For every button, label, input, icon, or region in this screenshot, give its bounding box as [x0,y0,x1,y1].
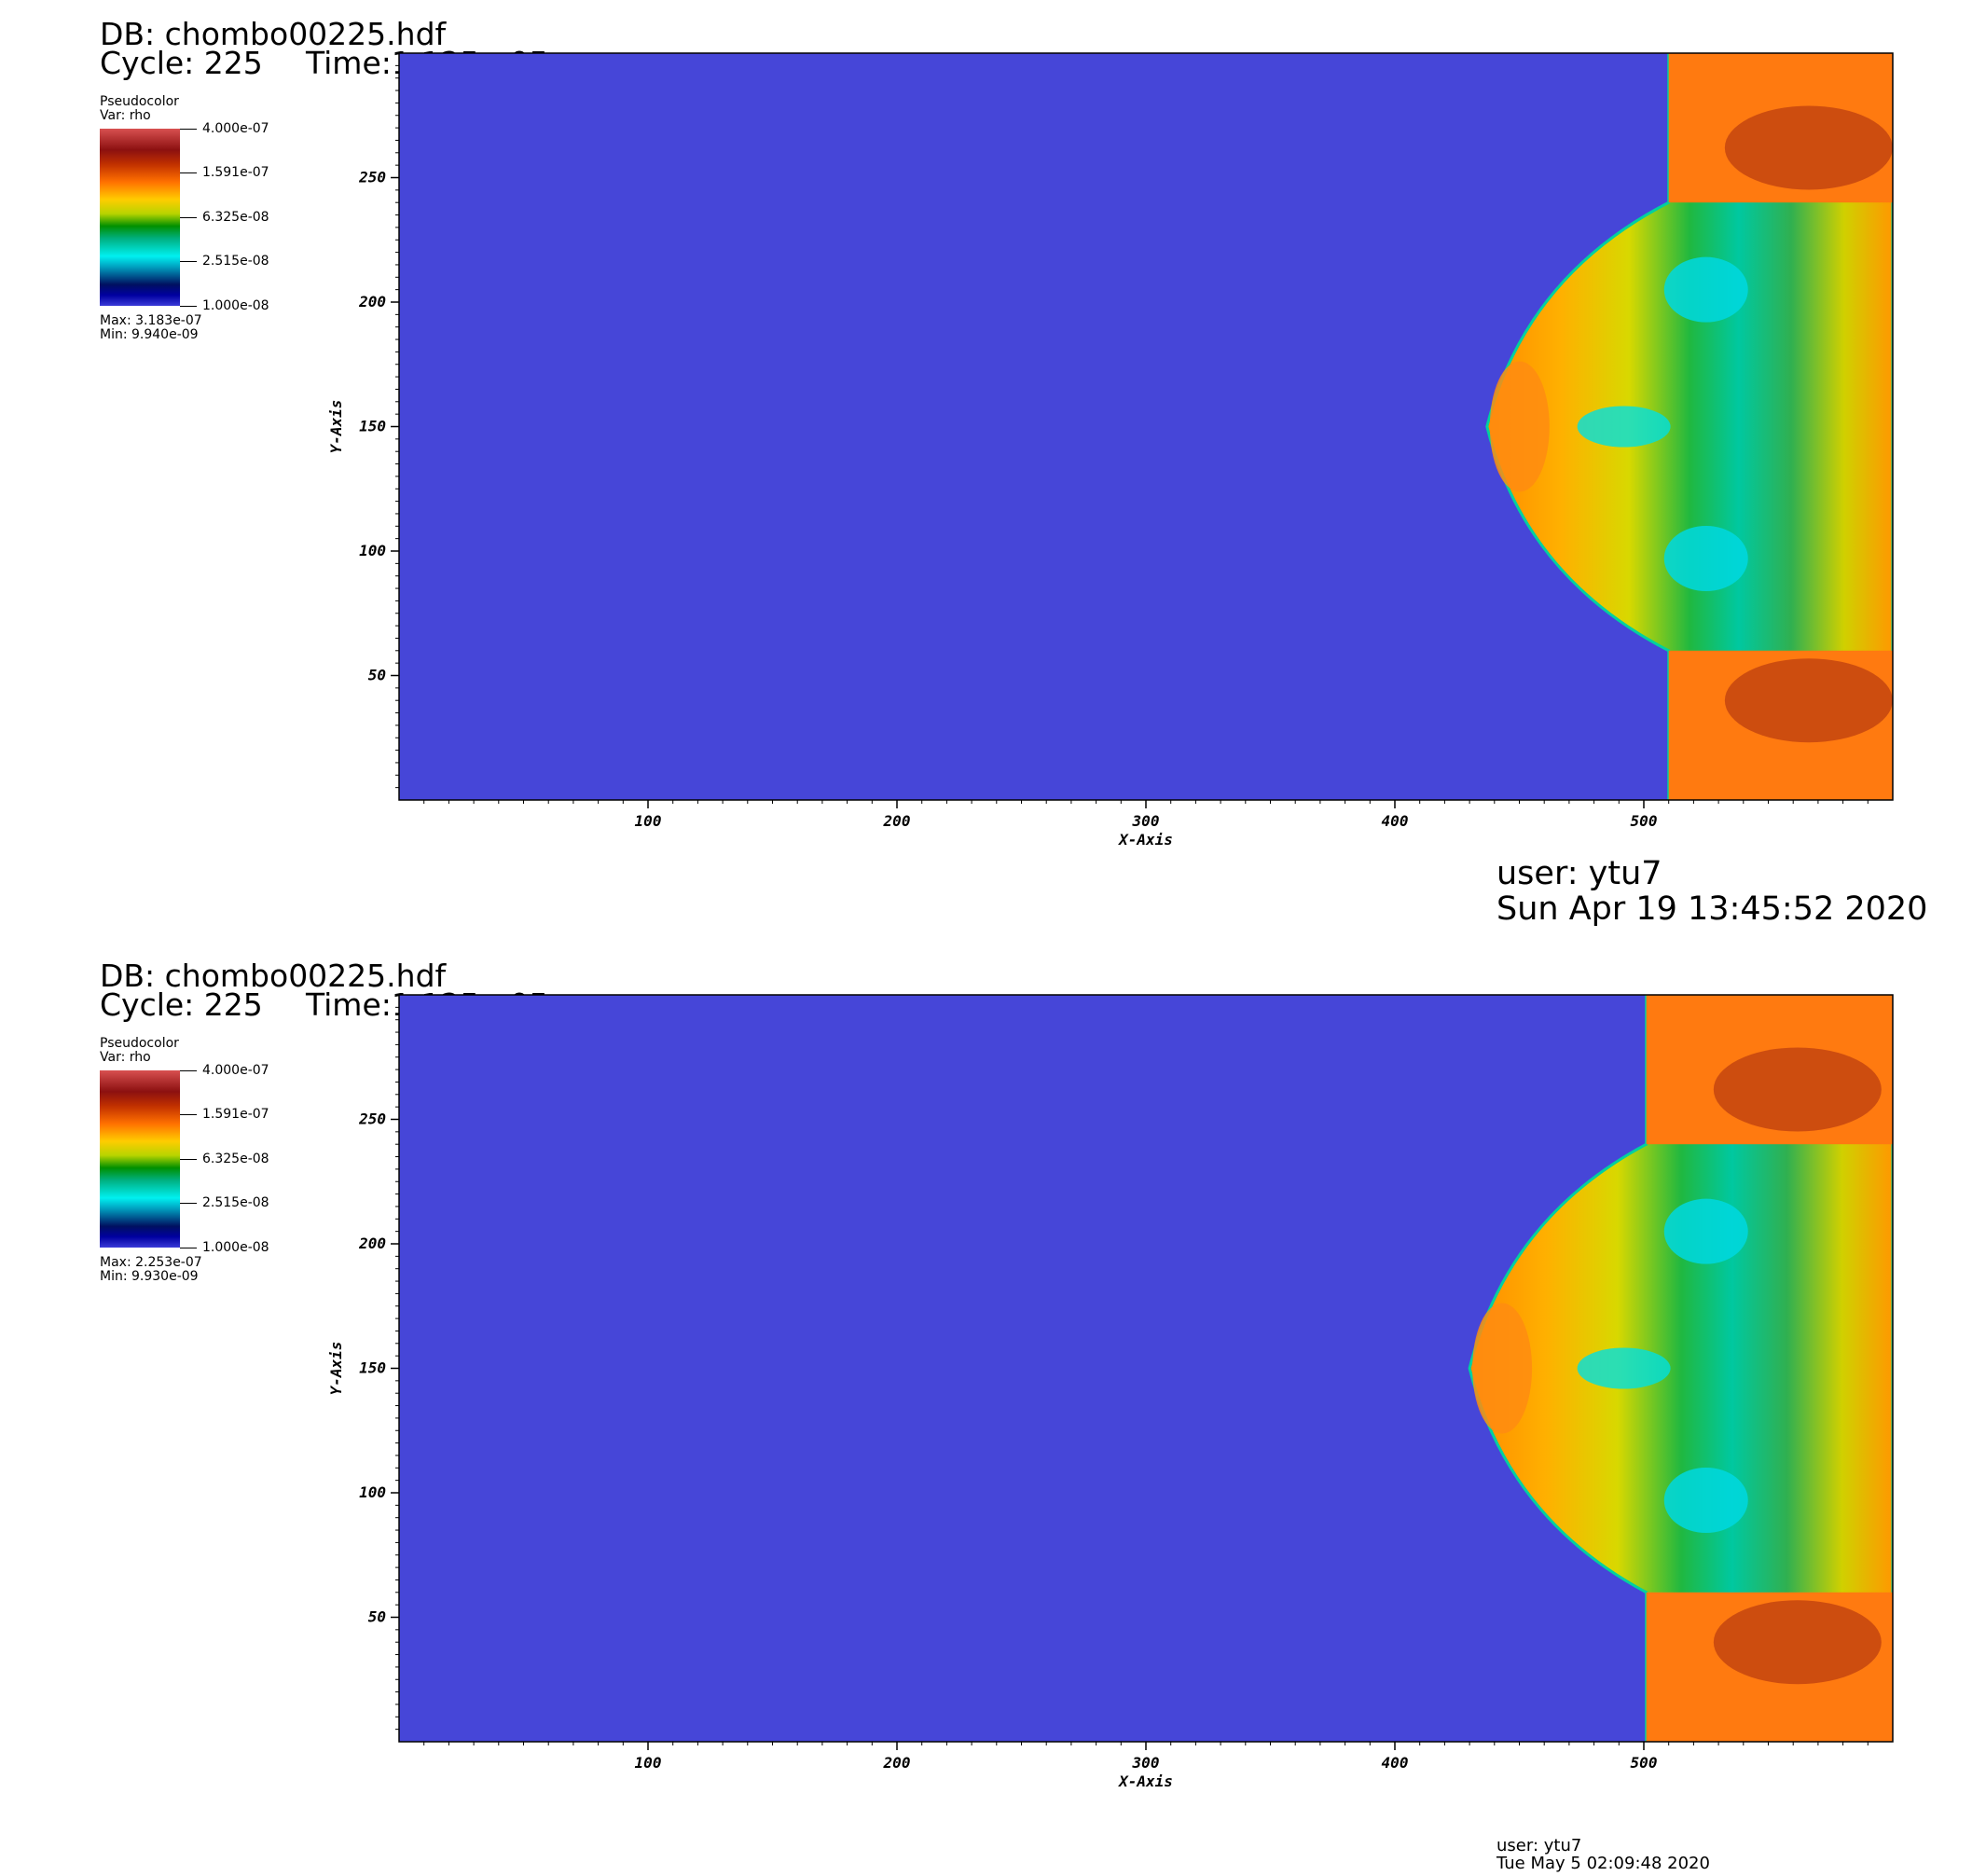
cycle-label: Cycle: 225 [100,986,263,1023]
colorbar-label: 4.000e-07 [202,121,269,136]
y-tick-label: 50 [368,667,386,684]
colorbar-label: 1.591e-07 [202,1107,269,1122]
x-tick-label: 200 [883,1754,911,1772]
low-density-lobe [1663,1198,1748,1264]
data-min-label: Min: 9.940e-09 [100,327,199,342]
y-tick-label: 150 [359,1359,386,1377]
user-label: user: ytu7 [1496,1836,1582,1855]
colorbar-label: 6.325e-08 [202,1152,269,1166]
dense-lobe [1724,105,1893,190]
plot-panel-2: DB: chombo00225.hdf Cycle: 225 Time:1.12… [0,942,1986,1874]
database-label: DB: chombo00225.hdf [100,16,447,52]
colorbar-tick [180,1114,197,1115]
x-tick-label: 500 [1631,812,1658,830]
legend-plot-type: Pseudocolor [100,94,179,109]
colorbar-tick [180,306,197,307]
shock-region [1485,53,1893,800]
date-label: Tue May 5 02:09:48 2020 [1496,1854,1710,1873]
low-density-lobe [1577,406,1671,448]
low-density-lobe [1577,1347,1671,1389]
low-density-lobe [1663,256,1748,323]
plot-panel-1: DB: chombo00225.hdf Cycle: 225 Time:1.12… [0,0,1986,932]
colorbar-label: 2.515e-08 [202,1195,269,1210]
data-min-label: Min: 9.930e-09 [100,1269,199,1284]
user-label: user: ytu7 [1496,855,1662,892]
colorbar-label: 1.000e-08 [202,1240,269,1255]
colorbar [100,1070,180,1248]
x-axis-title: X-Axis [1117,831,1173,848]
dense-lobe [1713,1047,1882,1132]
y-tick-label: 150 [359,418,386,435]
legend-plot-type: Pseudocolor [100,1036,179,1051]
y-tick-label: 250 [358,169,386,186]
plot-area: 100 200 300 400 500 50 100 150 200 250 X-Axis Y-Axi… [327,52,1894,848]
y-axis-title: Y-Axis [327,1342,345,1396]
x-tick-label: 100 [635,812,662,830]
x-tick-label: 400 [1382,1754,1409,1772]
colorbar-tick [180,1159,197,1160]
y-tick-label: 200 [358,293,386,310]
colorbar-tick [180,1070,197,1071]
database-label: DB: chombo00225.hdf [100,958,447,994]
x-tick-label: 400 [1382,812,1409,830]
y-tick-label: 50 [368,1608,386,1626]
data-max-label: Max: 2.253e-07 [100,1255,202,1270]
colorbar-tick [180,172,197,173]
x-tick-label: 300 [1132,1754,1160,1772]
bow-front [1472,1303,1533,1434]
y-tick-label: 200 [358,1235,386,1252]
colorbar-label: 6.325e-08 [202,210,269,225]
y-axis-title: Y-Axis [327,400,345,454]
data-max-label: Max: 3.183e-07 [100,313,202,328]
x-tick-label: 300 [1132,812,1160,830]
shock-region [1468,995,1893,1742]
colorbar [100,129,180,306]
y-tick-label: 100 [359,542,386,559]
low-density-lobe [1663,1468,1748,1534]
colorbar-label: 2.515e-08 [202,254,269,269]
dense-lobe [1713,1600,1882,1685]
y-tick-label: 250 [358,1110,386,1128]
dense-lobe [1724,658,1893,743]
colorbar-tick [180,1203,197,1204]
colorbar-label: 1.000e-08 [202,298,269,313]
bow-front [1489,361,1550,492]
y-tick-label: 100 [359,1483,386,1501]
x-tick-label: 100 [635,1754,662,1772]
colorbar-tick [180,129,197,130]
colorbar-tick [180,261,197,262]
x-axis-title: X-Axis [1117,1773,1173,1790]
cycle-label: Cycle: 225 [100,45,263,81]
legend-variable: Var: rho [100,108,151,123]
x-tick-label: 200 [883,812,911,830]
x-tick-label: 500 [1631,1754,1658,1772]
colorbar-tick [180,217,197,218]
date-label: Sun Apr 19 13:45:52 2020 [1496,890,1928,928]
low-density-lobe [1663,526,1748,592]
plot-area: 100 200 300 400 500 50 100 150 200 250 X-Axis Y-Axi… [327,994,1894,1790]
legend-variable: Var: rho [100,1050,151,1065]
colorbar-label: 4.000e-07 [202,1063,269,1078]
colorbar-label: 1.591e-07 [202,165,269,180]
